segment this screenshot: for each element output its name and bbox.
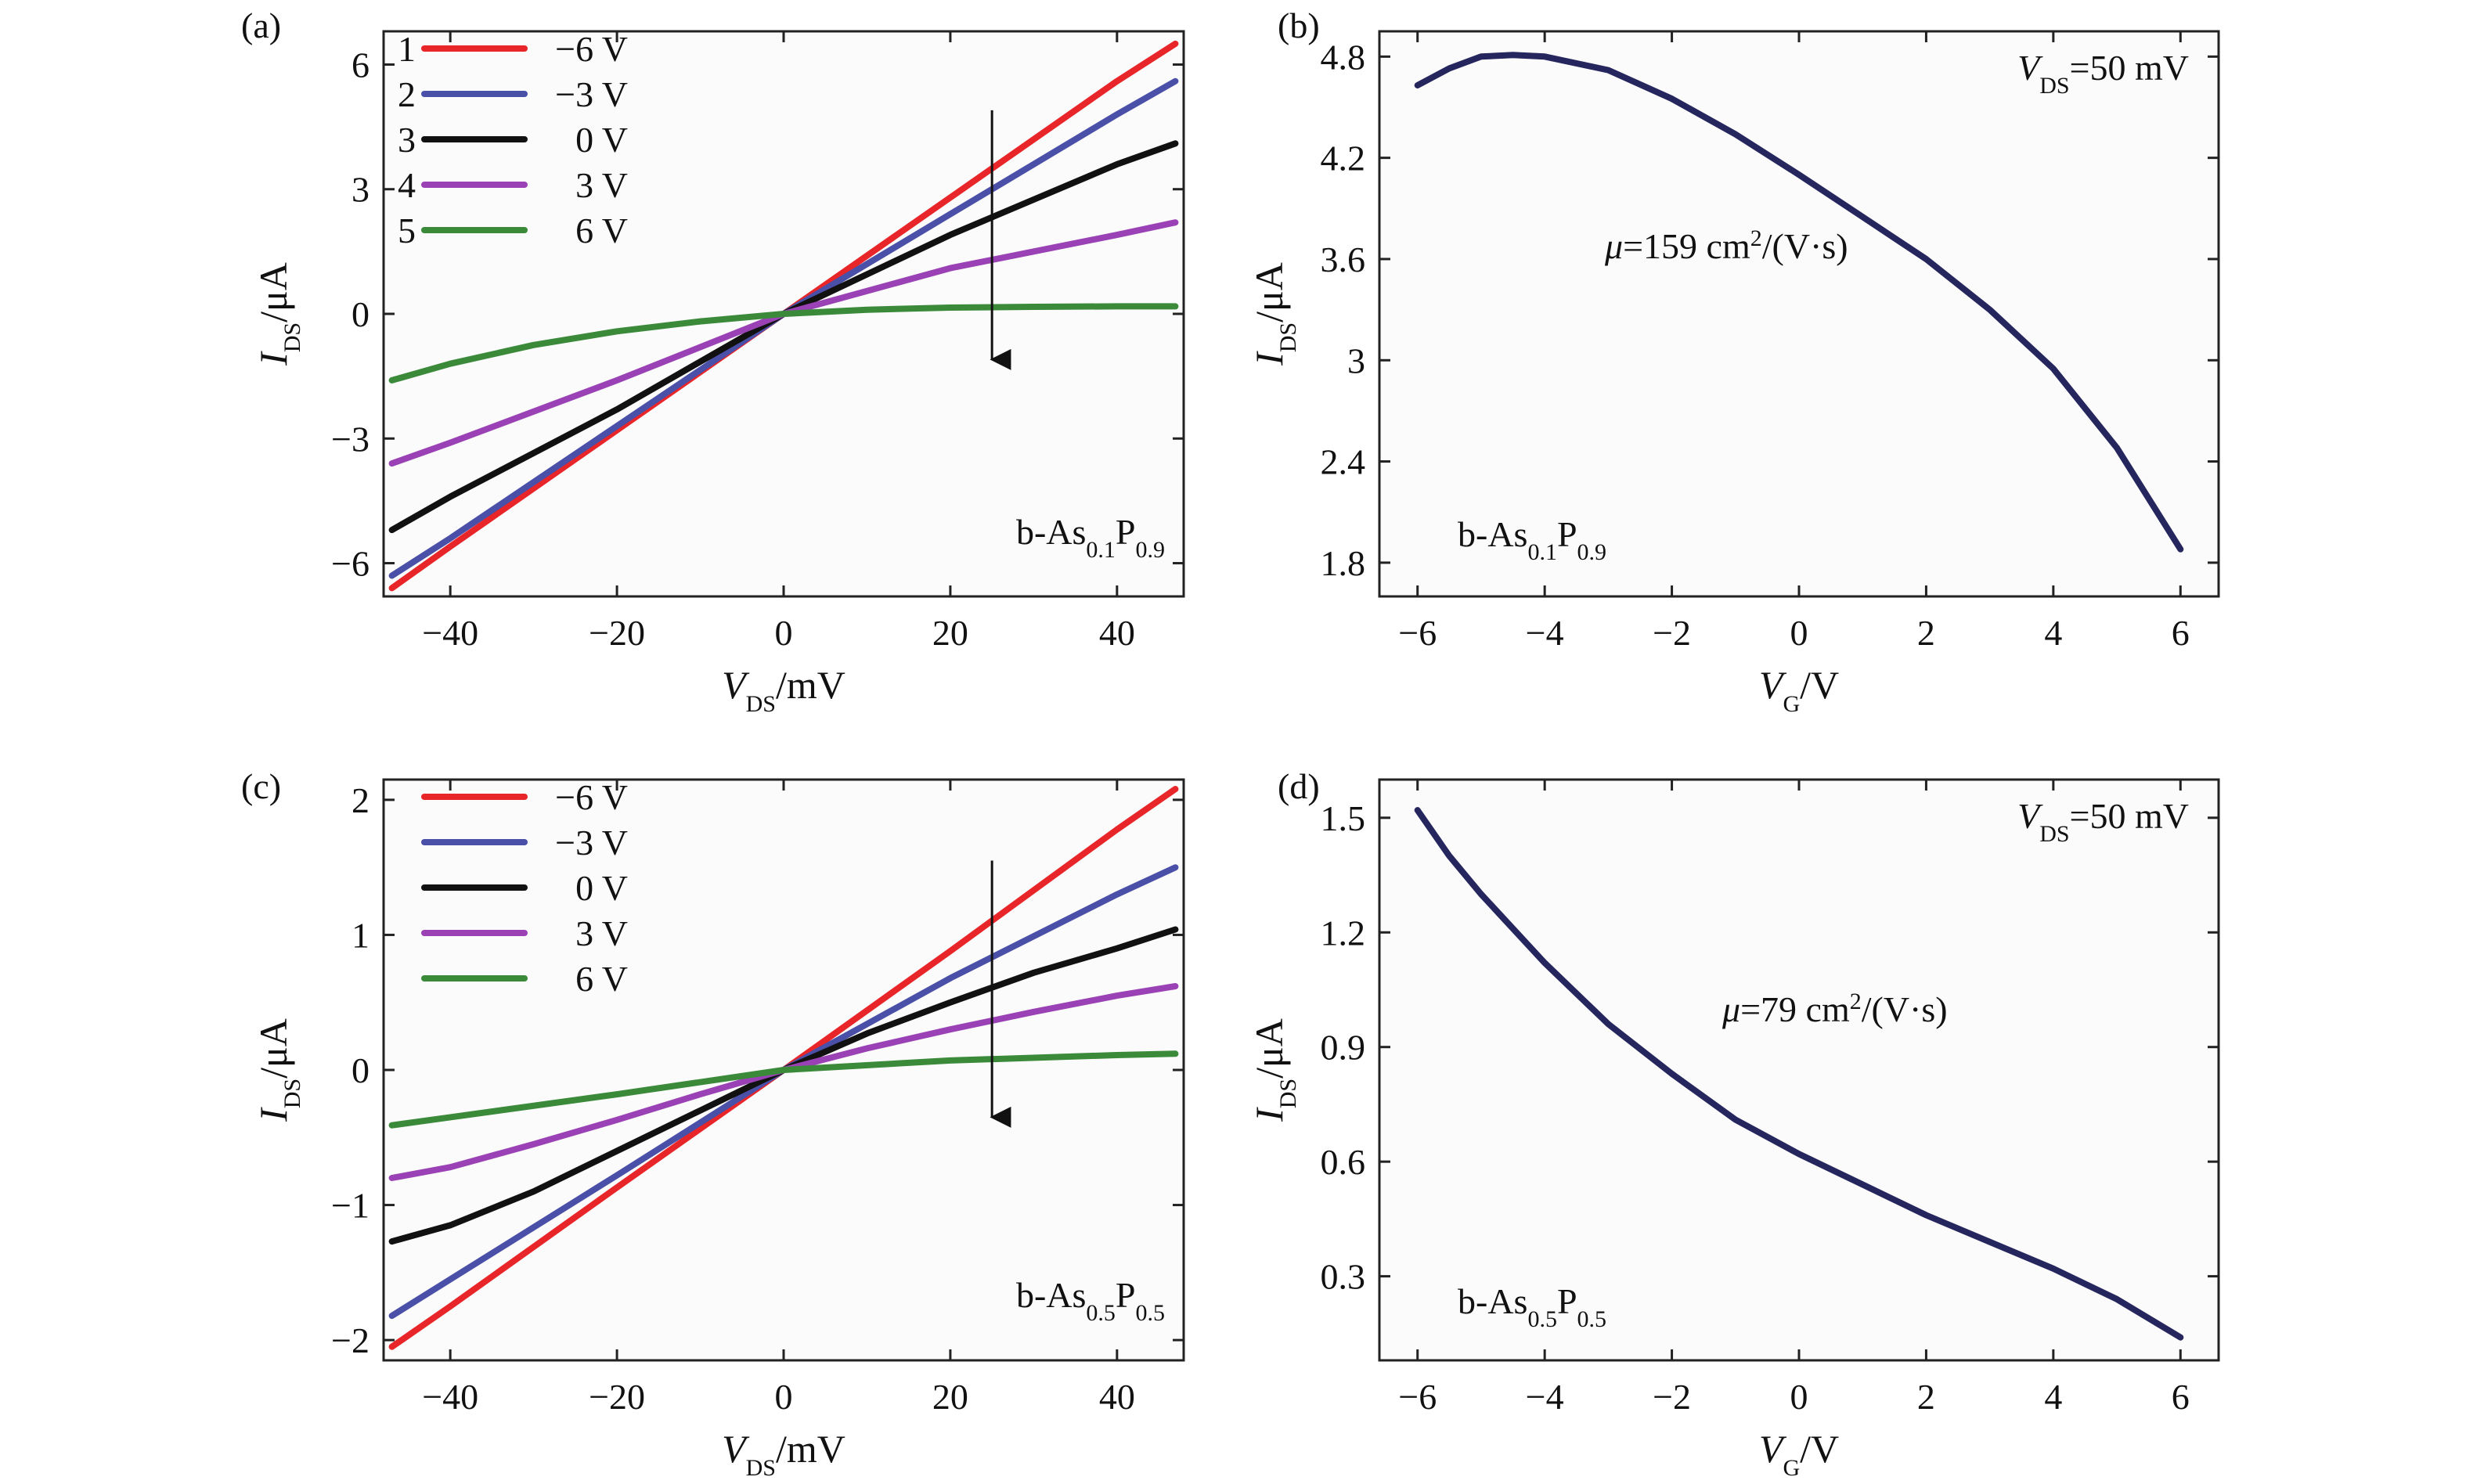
legend-index: 5 [398, 211, 416, 250]
x-tick-label: 20 [932, 613, 968, 653]
legend-label: −3 V [555, 823, 628, 863]
y-tick-label: 1.2 [1321, 913, 1366, 953]
panel-letter: (d) [1278, 766, 1320, 806]
panel-d: −6 −4 −2 0 2 4 6 0.3 0.6 0.9 1.2 1.5 VG/V IDS/μA (d) b-… [1247, 766, 2220, 1481]
y-tick-label: 0 [352, 1050, 370, 1090]
x-tick-label: −4 [1526, 1377, 1564, 1417]
x-tick-label: −2 [1653, 613, 1691, 653]
y-tick-label: −3 [331, 419, 370, 459]
legend-index: 3 [398, 120, 416, 160]
panel-letter: (a) [241, 5, 281, 45]
y-tick-label: 0.3 [1321, 1257, 1366, 1297]
plot-frame [1378, 30, 2220, 598]
legend-index: 4 [398, 165, 416, 205]
y-axis-label: IDS/μA [251, 1018, 305, 1122]
sample-label: b-As0.1P0.9 [1458, 514, 1606, 565]
series-line-6VV [388, 303, 1179, 384]
x-tick-label: 4 [2044, 1377, 2062, 1417]
legend-label: 0 V [575, 868, 628, 908]
x-tick-label: −6 [1398, 1377, 1437, 1417]
legend-index: 2 [398, 74, 416, 114]
x-tick-label: −40 [422, 1377, 478, 1417]
y-tick-label: 4.8 [1321, 37, 1366, 77]
x-tick-label: −2 [1653, 1377, 1691, 1417]
legend-index: 1 [398, 29, 416, 69]
legend-label: −6 V [555, 777, 628, 817]
x-tick-label: −4 [1526, 613, 1564, 653]
y-axis-label: IDS/μA [1247, 262, 1301, 366]
y-tick-label: −1 [331, 1186, 370, 1226]
x-tick-label: 4 [2044, 613, 2062, 653]
x-tick-label: 40 [1099, 613, 1135, 653]
x-tick-label: 40 [1099, 1377, 1135, 1417]
sample-label: b-As0.5P0.5 [1458, 1281, 1606, 1332]
x-axis-label: VG/V [1759, 1427, 1839, 1481]
bias-annotation: VDS=50 mV [2017, 796, 2189, 847]
y-tick-label: 3 [1347, 340, 1365, 380]
legend-label: −3 V [555, 74, 628, 114]
panel-c: −40 −20 0 20 40 −2 −1 0 1 2 VDS/mV IDS/μA (c) b-As0.5… [241, 766, 1185, 1481]
y-tick-label: 2 [352, 780, 370, 820]
x-axis-label: VG/V [1759, 663, 1839, 717]
y-tick-label: 1 [352, 915, 370, 955]
series-line-main [1414, 807, 2184, 1341]
y-tick-label: 6 [352, 45, 370, 85]
y-tick-label: 0 [352, 294, 370, 334]
y-tick-label: −6 [331, 544, 370, 584]
x-tick-label: 0 [775, 613, 793, 653]
y-axis-label: IDS/μA [1247, 1018, 1301, 1122]
x-tick-label: 6 [2172, 613, 2190, 653]
panel-letter: (c) [241, 766, 281, 806]
y-tick-label: −2 [331, 1320, 370, 1360]
legend-label: 6 V [575, 959, 628, 999]
series-line-main [1414, 52, 2184, 553]
y-tick-label: 3.6 [1321, 240, 1366, 279]
panel-a: −40 −20 0 20 40−6−3036VDS/mVIDS/μA(a)b-As0.1… [241, 5, 1185, 717]
x-tick-label: 0 [1790, 613, 1808, 653]
y-tick-label: 2.4 [1321, 442, 1366, 482]
y-tick-label: 3 [352, 170, 370, 210]
legend-label: 3 V [575, 913, 628, 953]
legend-label: 3 V [575, 165, 628, 205]
plot-frame [1378, 778, 2220, 1362]
plot-area [1379, 780, 2219, 1360]
y-tick-label: 1.5 [1321, 798, 1366, 838]
x-tick-label: 2 [1917, 613, 1935, 653]
series-line-6VV [388, 1050, 1179, 1129]
y-tick-label: 1.8 [1321, 543, 1366, 583]
x-tick-label: −20 [589, 613, 645, 653]
x-tick-label: −20 [589, 1377, 645, 1417]
plot-area [1379, 31, 2219, 596]
x-tick-label: 6 [2172, 1377, 2190, 1417]
y-tick-label: 0.6 [1321, 1142, 1366, 1182]
legend-label: 0 V [575, 120, 628, 160]
y-axis-label: IDS/μA [251, 262, 305, 366]
panel-b: −6 −4 −2 0 2 4 6 1.8 2.4 3 3.6 4.2 4.8 VG/V IDS/μA (b) b… [1247, 5, 2220, 717]
x-tick-label: 0 [1790, 1377, 1808, 1417]
sample-label: b-As0.5P0.5 [1016, 1275, 1165, 1326]
mobility-annotation: μ=159 cm2/(V·s) [1604, 225, 1848, 267]
x-tick-label: 20 [932, 1377, 968, 1417]
plot-frame [382, 778, 1185, 1362]
x-tick-label: 0 [775, 1377, 793, 1417]
mobility-annotation: μ=79 cm2/(V·s) [1722, 989, 1948, 1030]
x-tick-label: 2 [1917, 1377, 1935, 1417]
x-tick-label: −40 [422, 613, 478, 653]
legend-label: 6 V [575, 211, 628, 250]
x-axis-label: VDS/mV [722, 663, 845, 717]
bias-annotation: VDS=50 mV [2017, 48, 2189, 99]
x-axis-label: VDS/mV [722, 1427, 845, 1481]
plot-frame [382, 30, 1185, 598]
sample-label: b-As0.1P0.9 [1016, 512, 1165, 563]
panel-letter: (b) [1278, 5, 1320, 45]
x-tick-label: −6 [1398, 613, 1437, 653]
legend-label: −6 V [555, 29, 628, 69]
y-tick-label: 0.9 [1321, 1028, 1366, 1068]
y-tick-label: 4.2 [1321, 139, 1366, 178]
